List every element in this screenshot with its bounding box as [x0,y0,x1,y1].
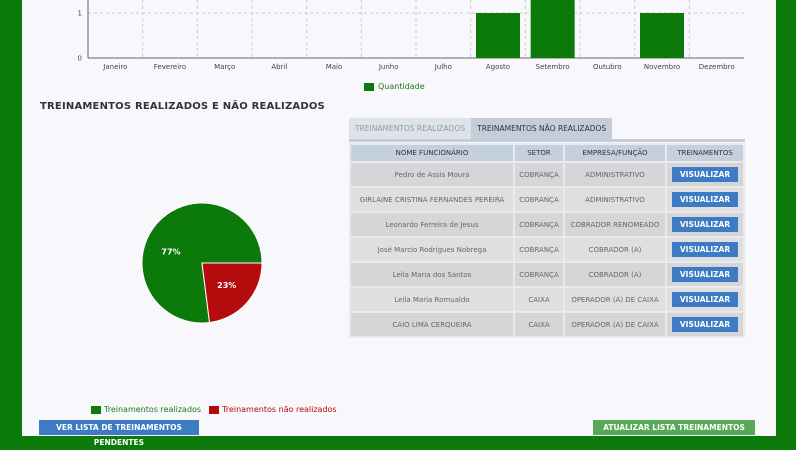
pie-slice-realizados[interactable] [141,202,263,324]
cell-nome: Leonardo Ferreira de Jesus [351,213,513,236]
training-tabs: TREINAMENTOS REALIZADOS TREINAMENTOS NÃO… [349,118,613,139]
x-tick-label: Fevereiro [154,63,186,71]
y-tick-label: 0 [78,55,82,63]
cell-empresa: COBRADOR (A) [565,263,665,286]
x-tick-label: Janeiro [102,63,127,71]
visualizar-button[interactable]: VISUALIZAR [671,267,739,282]
tab-underline [349,139,745,142]
cell-nome: Leila Maria Romualdo [351,288,513,311]
legend-item-nao-realizados: Treinamentos não realizados [209,405,337,414]
x-tick-label: Março [214,63,235,71]
cell-setor: COBRANÇA [515,163,563,186]
table-header-row: NOME FUNCIONÁRIO SETOR EMPRESA/FUNÇÃO TR… [351,145,743,161]
content-panel: 0 1 Janeiro Fevereiro Março Abril Maio Junho Jul… [22,0,776,447]
x-tick-label: Julho [434,63,452,71]
table-row: CAIO LIMA CERQUEIRA CAIXA OPERADOR (A) DE … [351,313,743,336]
cell-treinamentos: VISUALIZAR [667,288,743,311]
pie-label-realizados: 77% [161,248,180,257]
cell-treinamentos: VISUALIZAR [667,213,743,236]
cell-empresa: OPERADOR (A) DE CAIXA [565,288,665,311]
x-tick-label: Agosto [486,63,510,71]
cell-empresa: ADMINISTRATIVO [565,188,665,211]
visualizar-button[interactable]: VISUALIZAR [671,292,739,307]
cell-setor: CAIXA [515,288,563,311]
x-tick-label: Setembro [536,63,570,71]
tab-realizados[interactable]: TREINAMENTOS REALIZADOS [349,118,472,139]
table-row: GIRLAINE CRISTINA FERNANDES PEREIRA COBRA… [351,188,743,211]
update-trainings-button[interactable]: ATUALIZAR LISTA TREINAMENTOS [593,420,755,435]
x-tick-label: Abril [271,63,287,71]
cell-empresa: COBRADOR RENOMEADO [565,213,665,236]
cell-empresa: OPERADOR (A) DE CAIXA [565,313,665,336]
table-row: Leila Maria Romualdo CAIXA OPERADOR (A) DE… [351,288,743,311]
table-row: José Marcio Rodrigues Nobrega COBRANÇA COB… [351,238,743,261]
legend-swatch-realizados [91,405,101,414]
cell-empresa: ADMINISTRATIVO [565,163,665,186]
bar-chart-legend: Quantidade [364,82,425,91]
table-row: Leila Maria dos Santos COBRANÇA COBRADOR (… [351,263,743,286]
section-title: TREINAMENTOS REALIZADOS E NÃO REALIZADOS [40,101,325,112]
x-tick-label: Novembro [644,63,680,71]
bar[interactable] [640,13,684,58]
cell-empresa: COBRADOR (A) [565,238,665,261]
legend-label-quantidade: Quantidade [378,82,425,91]
pie-label-nao-realizados: 23% [217,281,236,290]
cell-treinamentos: VISUALIZAR [667,238,743,261]
col-header-setor[interactable]: SETOR [515,145,563,161]
cell-setor: COBRANÇA [515,263,563,286]
cell-setor: COBRANÇA [515,188,563,211]
pie-chart-legend: Treinamentos realizados Treinamentos não… [91,405,341,414]
cell-setor: CAIXA [515,313,563,336]
legend-item-realizados: Treinamentos realizados [91,405,201,414]
cell-nome: José Marcio Rodrigues Nobrega [351,238,513,261]
col-header-empresa[interactable]: EMPRESA/FUNÇÃO [565,145,665,161]
bar[interactable] [530,0,575,58]
pending-trainings-button[interactable]: VER LISTA DE TREINAMENTOS PENDENTES [39,420,199,447]
x-tick-label: Maio [326,63,343,71]
bar-chart: 0 1 Janeiro Fevereiro Março Abril Maio Junho Jul… [78,0,744,71]
legend-swatch-quantidade [364,82,374,91]
pie-slice-nao-realizados[interactable] [201,262,263,324]
y-tick-label: 1 [78,10,82,18]
col-header-treinamentos[interactable]: TREINAMENTOS [667,145,743,161]
x-tick-label: Outubro [593,63,622,71]
cell-setor: COBRANÇA [515,213,563,236]
x-tick-label: Dezembro [699,63,735,71]
cell-treinamentos: VISUALIZAR [667,263,743,286]
visualizar-button[interactable]: VISUALIZAR [671,317,739,332]
legend-swatch-nao-realizados [209,405,220,414]
visualizar-button[interactable]: VISUALIZAR [671,167,739,182]
legend-label-nao-realizados: Treinamentos não realizados [222,405,337,414]
employees-table: NOME FUNCIONÁRIO SETOR EMPRESA/FUNÇÃO TR… [349,143,745,338]
cell-setor: COBRANÇA [515,238,563,261]
legend-label-realizados: Treinamentos realizados [104,405,202,414]
table-row: Pedro de Assis Moura COBRANÇA ADMINISTRATI… [351,163,743,186]
cell-nome: CAIO LIMA CERQUEIRA [351,313,513,336]
cell-nome: GIRLAINE CRISTINA FERNANDES PEREIRA [351,188,513,211]
cell-nome: Leila Maria dos Santos [351,263,513,286]
cell-treinamentos: VISUALIZAR [667,313,743,336]
tab-nao-realizados[interactable]: TREINAMENTOS NÃO REALIZADOS [471,118,613,139]
cell-treinamentos: VISUALIZAR [667,163,743,186]
x-tick-label: Junho [378,63,399,71]
visualizar-button[interactable]: VISUALIZAR [671,217,739,232]
cell-treinamentos: VISUALIZAR [667,188,743,211]
visualizar-button[interactable]: VISUALIZAR [671,192,739,207]
visualizar-button[interactable]: VISUALIZAR [671,242,739,257]
cell-nome: Pedro de Assis Moura [351,163,513,186]
pie-chart: 77% 23% [141,202,263,324]
table-row: Leonardo Ferreira de Jesus COBRANÇA COBRAD… [351,213,743,236]
bar[interactable] [476,13,520,58]
col-header-nome[interactable]: NOME FUNCIONÁRIO [351,145,513,161]
